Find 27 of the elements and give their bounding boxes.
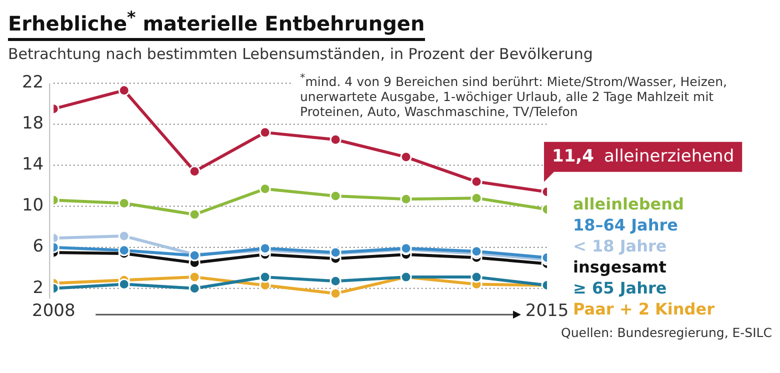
x-tick-label: 2015 xyxy=(525,300,569,321)
y-tick-label: 10 xyxy=(22,195,44,216)
chart-subtitle: Betrachtung nach bestimmten Lebensumständen, in Prozent der Bevölkerung xyxy=(8,44,594,63)
x-tick-label: 2008 xyxy=(32,300,76,321)
series-label: insgesamt xyxy=(573,257,667,276)
point xyxy=(118,278,130,290)
y-tick-label: 14 xyxy=(22,154,44,174)
point xyxy=(188,165,200,177)
series-label: 18–64 Jahre xyxy=(573,215,678,234)
text: alleinerziehend xyxy=(604,146,734,166)
series-label: ≥ 65 Jahre xyxy=(573,278,667,298)
y-tick-label: 22 xyxy=(22,72,44,92)
data-label: 11,4 xyxy=(552,146,594,166)
point xyxy=(330,134,342,146)
y-tick-label: 6 xyxy=(32,236,44,256)
chart-title: Erhebliche$^{*}$ materielle Entbehrungen xyxy=(8,8,425,41)
annotation: $^{*}$mind. 4 von 9 Bereichen sind berührt: Miete/Strom/Wasser, Heizen, unerwartete Ausgabe, 1-wöchiger Urlaub, alle 2 Tage Mahlzeit mit Proteinen, Auto, Waschmaschine, TV/Telefon xyxy=(300,71,728,120)
source-note: Quellen: Bundesregierung, E-SILC xyxy=(560,324,772,340)
y-tick-label: 18 xyxy=(22,113,44,134)
point xyxy=(330,275,342,287)
series-label: alleinlebend xyxy=(573,194,684,214)
point xyxy=(400,193,412,205)
y-tick-label: 2 xyxy=(32,277,44,298)
point xyxy=(330,287,342,298)
series-label: Paar + 2 Kinder xyxy=(573,299,715,318)
series-label: < 18 Jahre xyxy=(573,236,667,256)
point xyxy=(470,176,482,188)
